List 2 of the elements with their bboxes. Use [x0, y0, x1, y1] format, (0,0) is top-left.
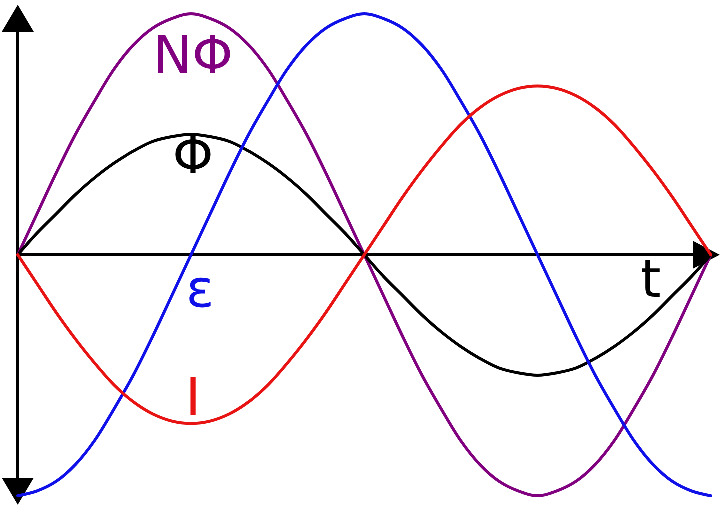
series-label: I	[186, 368, 201, 428]
series-label: NΦ	[153, 26, 234, 86]
